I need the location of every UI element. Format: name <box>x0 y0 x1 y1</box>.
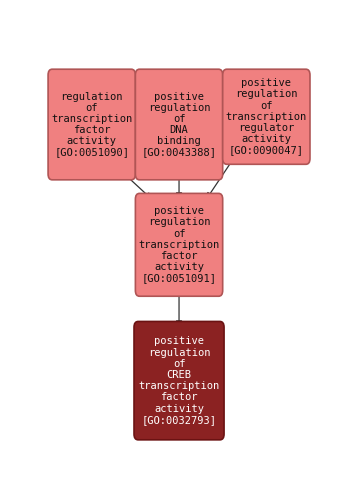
FancyBboxPatch shape <box>136 69 223 180</box>
FancyBboxPatch shape <box>136 194 223 296</box>
Text: positive
regulation
of
transcription
regulator
activity
[GO:0090047]: positive regulation of transcription reg… <box>226 78 307 155</box>
Text: positive
regulation
of
CREB
transcription
factor
activity
[GO:0032793]: positive regulation of CREB transcriptio… <box>138 337 220 425</box>
FancyBboxPatch shape <box>134 322 224 440</box>
Text: positive
regulation
of
transcription
factor
activity
[GO:0051091]: positive regulation of transcription fac… <box>138 206 220 283</box>
Text: regulation
of
transcription
factor
activity
[GO:0051090]: regulation of transcription factor activ… <box>51 92 132 158</box>
FancyBboxPatch shape <box>223 69 310 164</box>
FancyBboxPatch shape <box>48 69 136 180</box>
Text: positive
regulation
of
DNA
binding
[GO:0043388]: positive regulation of DNA binding [GO:0… <box>142 92 216 158</box>
